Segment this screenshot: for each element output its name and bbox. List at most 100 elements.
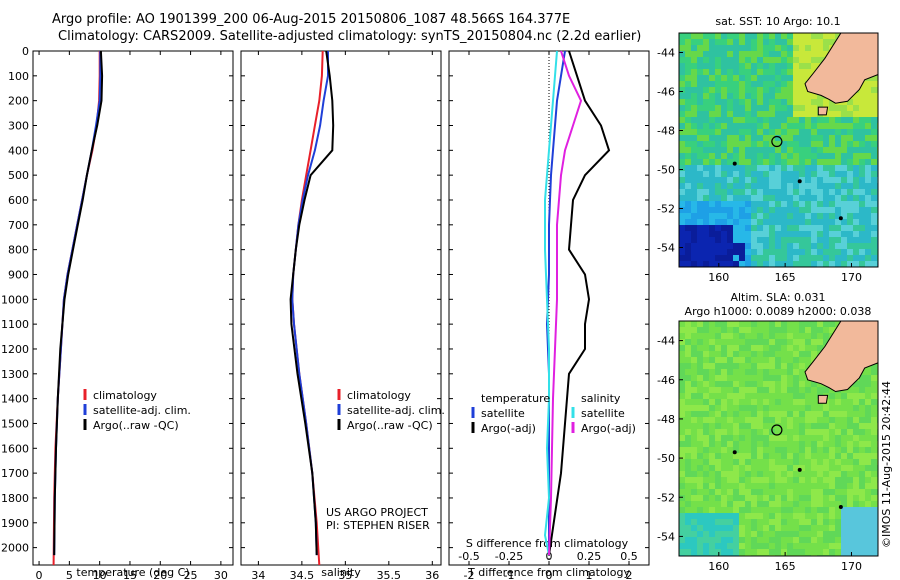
map-cell (709, 231, 716, 238)
map-cell (721, 213, 728, 220)
map-cell (793, 87, 800, 94)
map-cell (757, 45, 764, 52)
map-cell (865, 141, 872, 148)
map-cell (727, 207, 734, 214)
map-cell (745, 441, 752, 448)
map-cell (817, 159, 824, 166)
map-cell (751, 39, 758, 46)
map-cell (709, 195, 716, 202)
map-cell (727, 459, 734, 466)
map-cell (685, 123, 692, 130)
map-cell (721, 357, 728, 364)
map-cell (727, 147, 734, 154)
map-cell (727, 483, 734, 490)
map-cell (721, 45, 728, 52)
float-marker (771, 424, 783, 436)
map-cell (733, 75, 740, 82)
map-cell (679, 411, 686, 418)
map-cell (817, 459, 824, 466)
map-cell (757, 339, 764, 346)
map-cell (745, 177, 752, 184)
map-cell (799, 477, 806, 484)
legend-label: satellite-adj. clim. (347, 404, 445, 417)
map-cell (781, 231, 788, 238)
map-cell (769, 177, 776, 184)
map-cell (859, 231, 866, 238)
map-cell (871, 537, 878, 544)
map-cell (853, 105, 860, 112)
map-cell (859, 219, 866, 226)
map-cell (745, 525, 752, 532)
map-cell (775, 519, 782, 526)
map-cell (865, 195, 872, 202)
map-cell (715, 345, 722, 352)
map-cell (727, 513, 734, 520)
map-cell (757, 435, 764, 442)
map-cell (679, 339, 686, 346)
map-cell (859, 159, 866, 166)
map-cell (865, 525, 872, 532)
map-cell (793, 549, 800, 556)
map-cell (691, 81, 698, 88)
map-cell (721, 105, 728, 112)
map-cell (775, 159, 782, 166)
map-cell (727, 183, 734, 190)
map-cell (853, 195, 860, 202)
map-cell (811, 399, 818, 406)
map-cell (679, 417, 686, 424)
map-cell (715, 207, 722, 214)
map-cell (769, 39, 776, 46)
map-cell (703, 123, 710, 130)
map-cell (841, 141, 848, 148)
map-cell (805, 255, 812, 262)
map-cell (685, 387, 692, 394)
map-cell (697, 207, 704, 214)
map-cell (697, 405, 704, 412)
map-cell (739, 369, 746, 376)
map-cell (823, 183, 830, 190)
map-cell (709, 501, 716, 508)
map-cell (859, 201, 866, 208)
map-cell (703, 33, 710, 40)
map-cell (757, 33, 764, 40)
map-cell (829, 123, 836, 130)
map-cell (799, 165, 806, 172)
map-cell (793, 201, 800, 208)
map-cell (871, 147, 878, 154)
map-cell (793, 495, 800, 502)
map-cell (715, 237, 722, 244)
map-cell (697, 321, 704, 328)
map-cell (727, 57, 734, 64)
map-cell (751, 375, 758, 382)
map-cell (841, 153, 848, 160)
map-cell (751, 417, 758, 424)
map-cell (847, 417, 854, 424)
map-cell (817, 465, 824, 472)
map-cell (691, 369, 698, 376)
map-cell (685, 165, 692, 172)
map-cell (733, 435, 740, 442)
map-cell (841, 111, 848, 118)
y-tick-label: 1700 (1, 467, 29, 480)
map-cell (691, 213, 698, 220)
map-cell (721, 549, 728, 556)
map-cell (769, 477, 776, 484)
map-cell (871, 369, 878, 376)
map-cell (835, 435, 842, 442)
map-cell (715, 129, 722, 136)
map-cell (769, 549, 776, 556)
map-cell (841, 165, 848, 172)
map-cell (853, 507, 860, 514)
map-cell (709, 63, 716, 70)
map-cell (847, 501, 854, 508)
map-cell (691, 123, 698, 130)
map-cell (727, 63, 734, 70)
map-cell (691, 507, 698, 514)
map-cell (709, 255, 716, 262)
map-cell (679, 111, 686, 118)
map-cell (811, 123, 818, 130)
map-cell (763, 327, 770, 334)
map-cell (865, 387, 872, 394)
map-cell (769, 327, 776, 334)
map-cell (703, 57, 710, 64)
